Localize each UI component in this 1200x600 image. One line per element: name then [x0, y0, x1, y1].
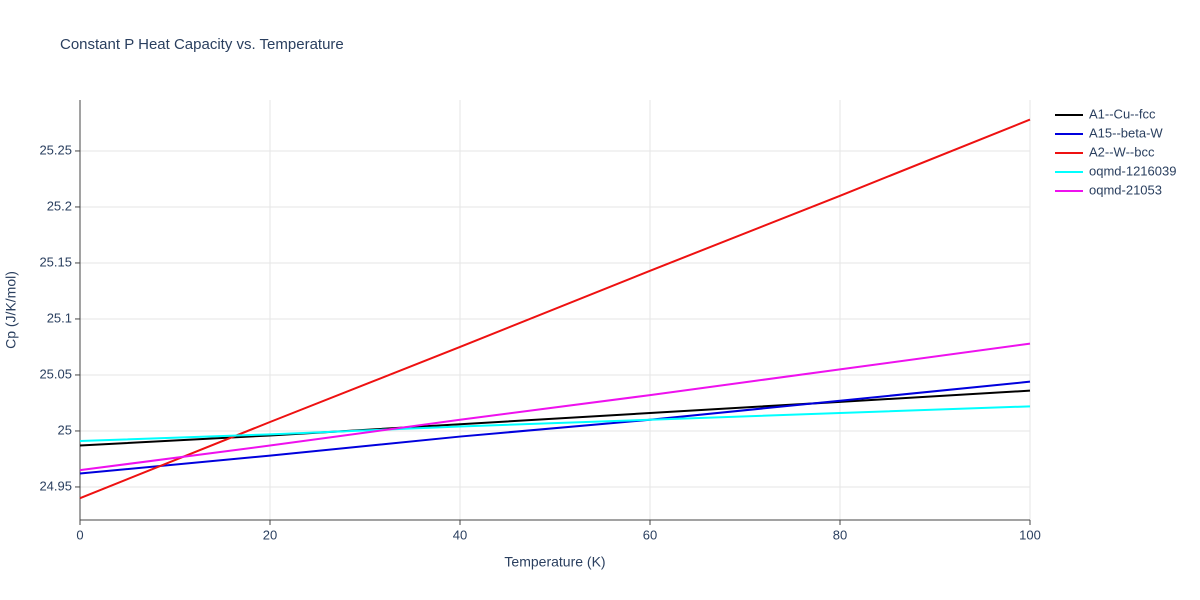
- chart-title: Constant P Heat Capacity vs. Temperature: [60, 36, 344, 53]
- y-tick-label: 25.05: [39, 366, 72, 381]
- y-tick-label: 25.25: [39, 142, 72, 157]
- series-line: [79, 405, 1031, 443]
- x-tick-label: 0: [76, 527, 83, 542]
- y-axis-title: Cp (J/K/mol): [3, 271, 19, 349]
- series-line: [79, 380, 1031, 475]
- y-tick-label: 25.1: [47, 310, 72, 325]
- legend-label[interactable]: A2--W--bcc: [1089, 144, 1155, 159]
- legend-label[interactable]: A15--beta-W: [1089, 125, 1163, 140]
- x-tick-label: 40: [453, 527, 467, 542]
- x-tick-label: 60: [643, 527, 657, 542]
- y-tick-label: 25.2: [47, 198, 72, 213]
- legend-label[interactable]: oqmd-21053: [1089, 182, 1162, 197]
- y-tick-label: 24.95: [39, 478, 72, 493]
- series-line: [79, 342, 1031, 472]
- series-line: [79, 118, 1031, 500]
- x-tick-label: 100: [1019, 527, 1041, 542]
- y-tick-label: 25: [58, 422, 72, 437]
- series-line: [79, 389, 1031, 447]
- legend-label[interactable]: oqmd-1216039: [1089, 163, 1176, 178]
- x-tick-label: 80: [833, 527, 847, 542]
- x-tick-label: 20: [263, 527, 277, 542]
- y-tick-label: 25.15: [39, 254, 72, 269]
- x-axis-title: Temperature (K): [504, 554, 605, 570]
- legend-label[interactable]: A1--Cu--fcc: [1089, 106, 1156, 121]
